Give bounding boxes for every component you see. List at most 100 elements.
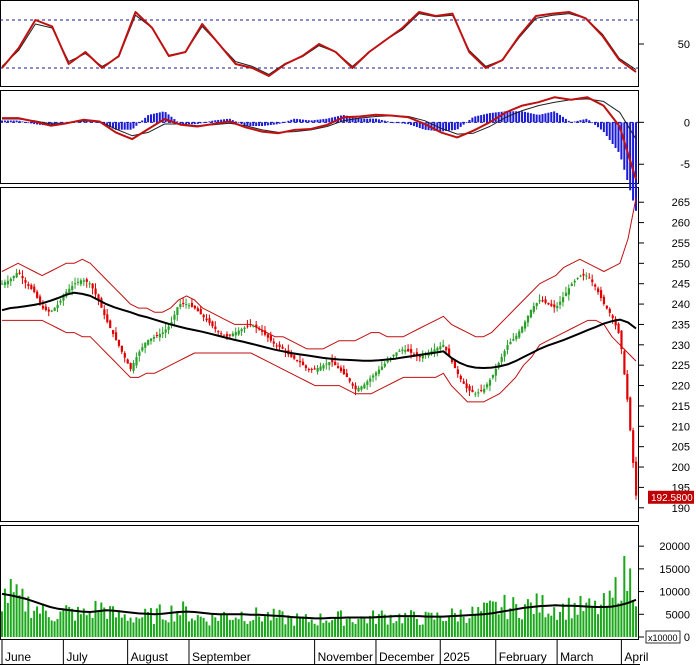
macd-histogram-bar [602,122,605,133]
macd-histogram-bar [91,121,94,123]
candle-body [319,366,322,371]
macd-histogram-bar [564,118,567,123]
volume-bar [468,618,471,637]
volume-bar [526,599,529,637]
volume-bar [164,620,167,637]
macd-histogram-bar [199,122,202,124]
volume-bar [617,603,620,637]
macd-histogram-bar [167,114,170,123]
volume-bar [389,614,392,637]
candle-body [225,334,229,337]
macd-histogram-bar [290,119,293,123]
candle-body [339,367,343,372]
candle-body [103,309,106,316]
macd-histogram-bar [155,113,158,123]
macd-histogram-bar [407,122,410,125]
volume-bar [205,621,208,637]
macd-histogram-bar [380,119,383,123]
volume-bar [152,623,155,637]
macd-histogram-bar [532,113,535,123]
candle-body [24,280,27,283]
macd-histogram-bar [459,122,462,127]
volume-bar [261,621,264,637]
candle-body [599,290,603,299]
candle-body [79,280,83,285]
macd-histogram-bar [208,121,211,123]
candle-body [263,330,267,335]
macd-histogram-bar [611,122,614,144]
macd-panel [0,90,639,184]
candle-body [296,359,299,361]
volume-bar [331,620,334,637]
macd-histogram-bar [448,122,451,131]
macd-histogram-bar [301,119,304,123]
macd-histogram-bar [211,120,214,123]
stochastic-tick-label: 50 [678,39,690,51]
volume-tick-label: 10000 [659,587,690,599]
volume-bar [377,614,380,637]
volume-bar [71,608,74,637]
macd-histogram-bar [594,122,597,125]
macd-histogram-bar [328,118,331,123]
macd-histogram-bar [591,122,594,124]
volume-bar [620,600,623,637]
candle-body [412,354,416,356]
volume-bar [579,595,582,637]
macd-histogram-bar [556,112,559,123]
volume-bar [547,613,550,637]
candle-body [33,286,36,292]
month-label: February [499,650,547,664]
macd-histogram-bar [608,122,611,141]
volume-bar [497,614,500,637]
volume-bar [541,595,544,637]
volume-bar [523,604,526,637]
volume-bar [553,607,556,637]
candle-body [272,341,275,344]
volume-bar [585,602,588,637]
volume-bar [56,618,59,637]
macd-histogram-bar [82,120,85,123]
volume-bar [506,619,509,637]
macd-histogram-bar [372,118,375,123]
volume-bar [345,618,348,637]
candle-body [588,277,591,279]
volume-bar [538,612,541,637]
volume-bar [266,612,269,637]
macd-histogram-bar [471,117,474,123]
candle-body [147,339,150,345]
volume-bar [465,622,468,637]
volume-bar [126,620,129,637]
volume-bar [518,617,521,637]
candle-body [453,359,457,369]
candle-body [541,300,544,302]
volume-bar [88,611,91,637]
candle-body [456,369,459,375]
candle-body [176,307,179,315]
macd-histogram-bar [299,119,302,123]
candle-body [529,309,533,318]
volume-bar [1,611,3,637]
macd-histogram-bar [249,122,252,127]
candle-body [38,296,42,304]
volume-bar [284,624,287,637]
volume-bar [483,602,486,637]
volume-bar [588,598,591,637]
candle-body [611,315,614,319]
volume-bar [117,610,120,637]
macd-histogram-bar [334,116,337,123]
price-tick-label: 220 [672,381,690,393]
candle-body [591,279,594,283]
volume-bar [310,619,313,637]
candle-body [328,362,331,366]
volume-bar [421,624,424,637]
macd-histogram-bar [281,122,284,124]
candle-body [18,272,21,274]
volume-bar [144,608,147,637]
candle-body [164,329,167,333]
volume-bar [480,611,483,637]
volume-bar [573,602,576,637]
macd-histogram-bar [173,119,176,123]
volume-bar [401,623,404,637]
macd-histogram-bar [485,113,488,123]
volume-bar [304,614,307,637]
